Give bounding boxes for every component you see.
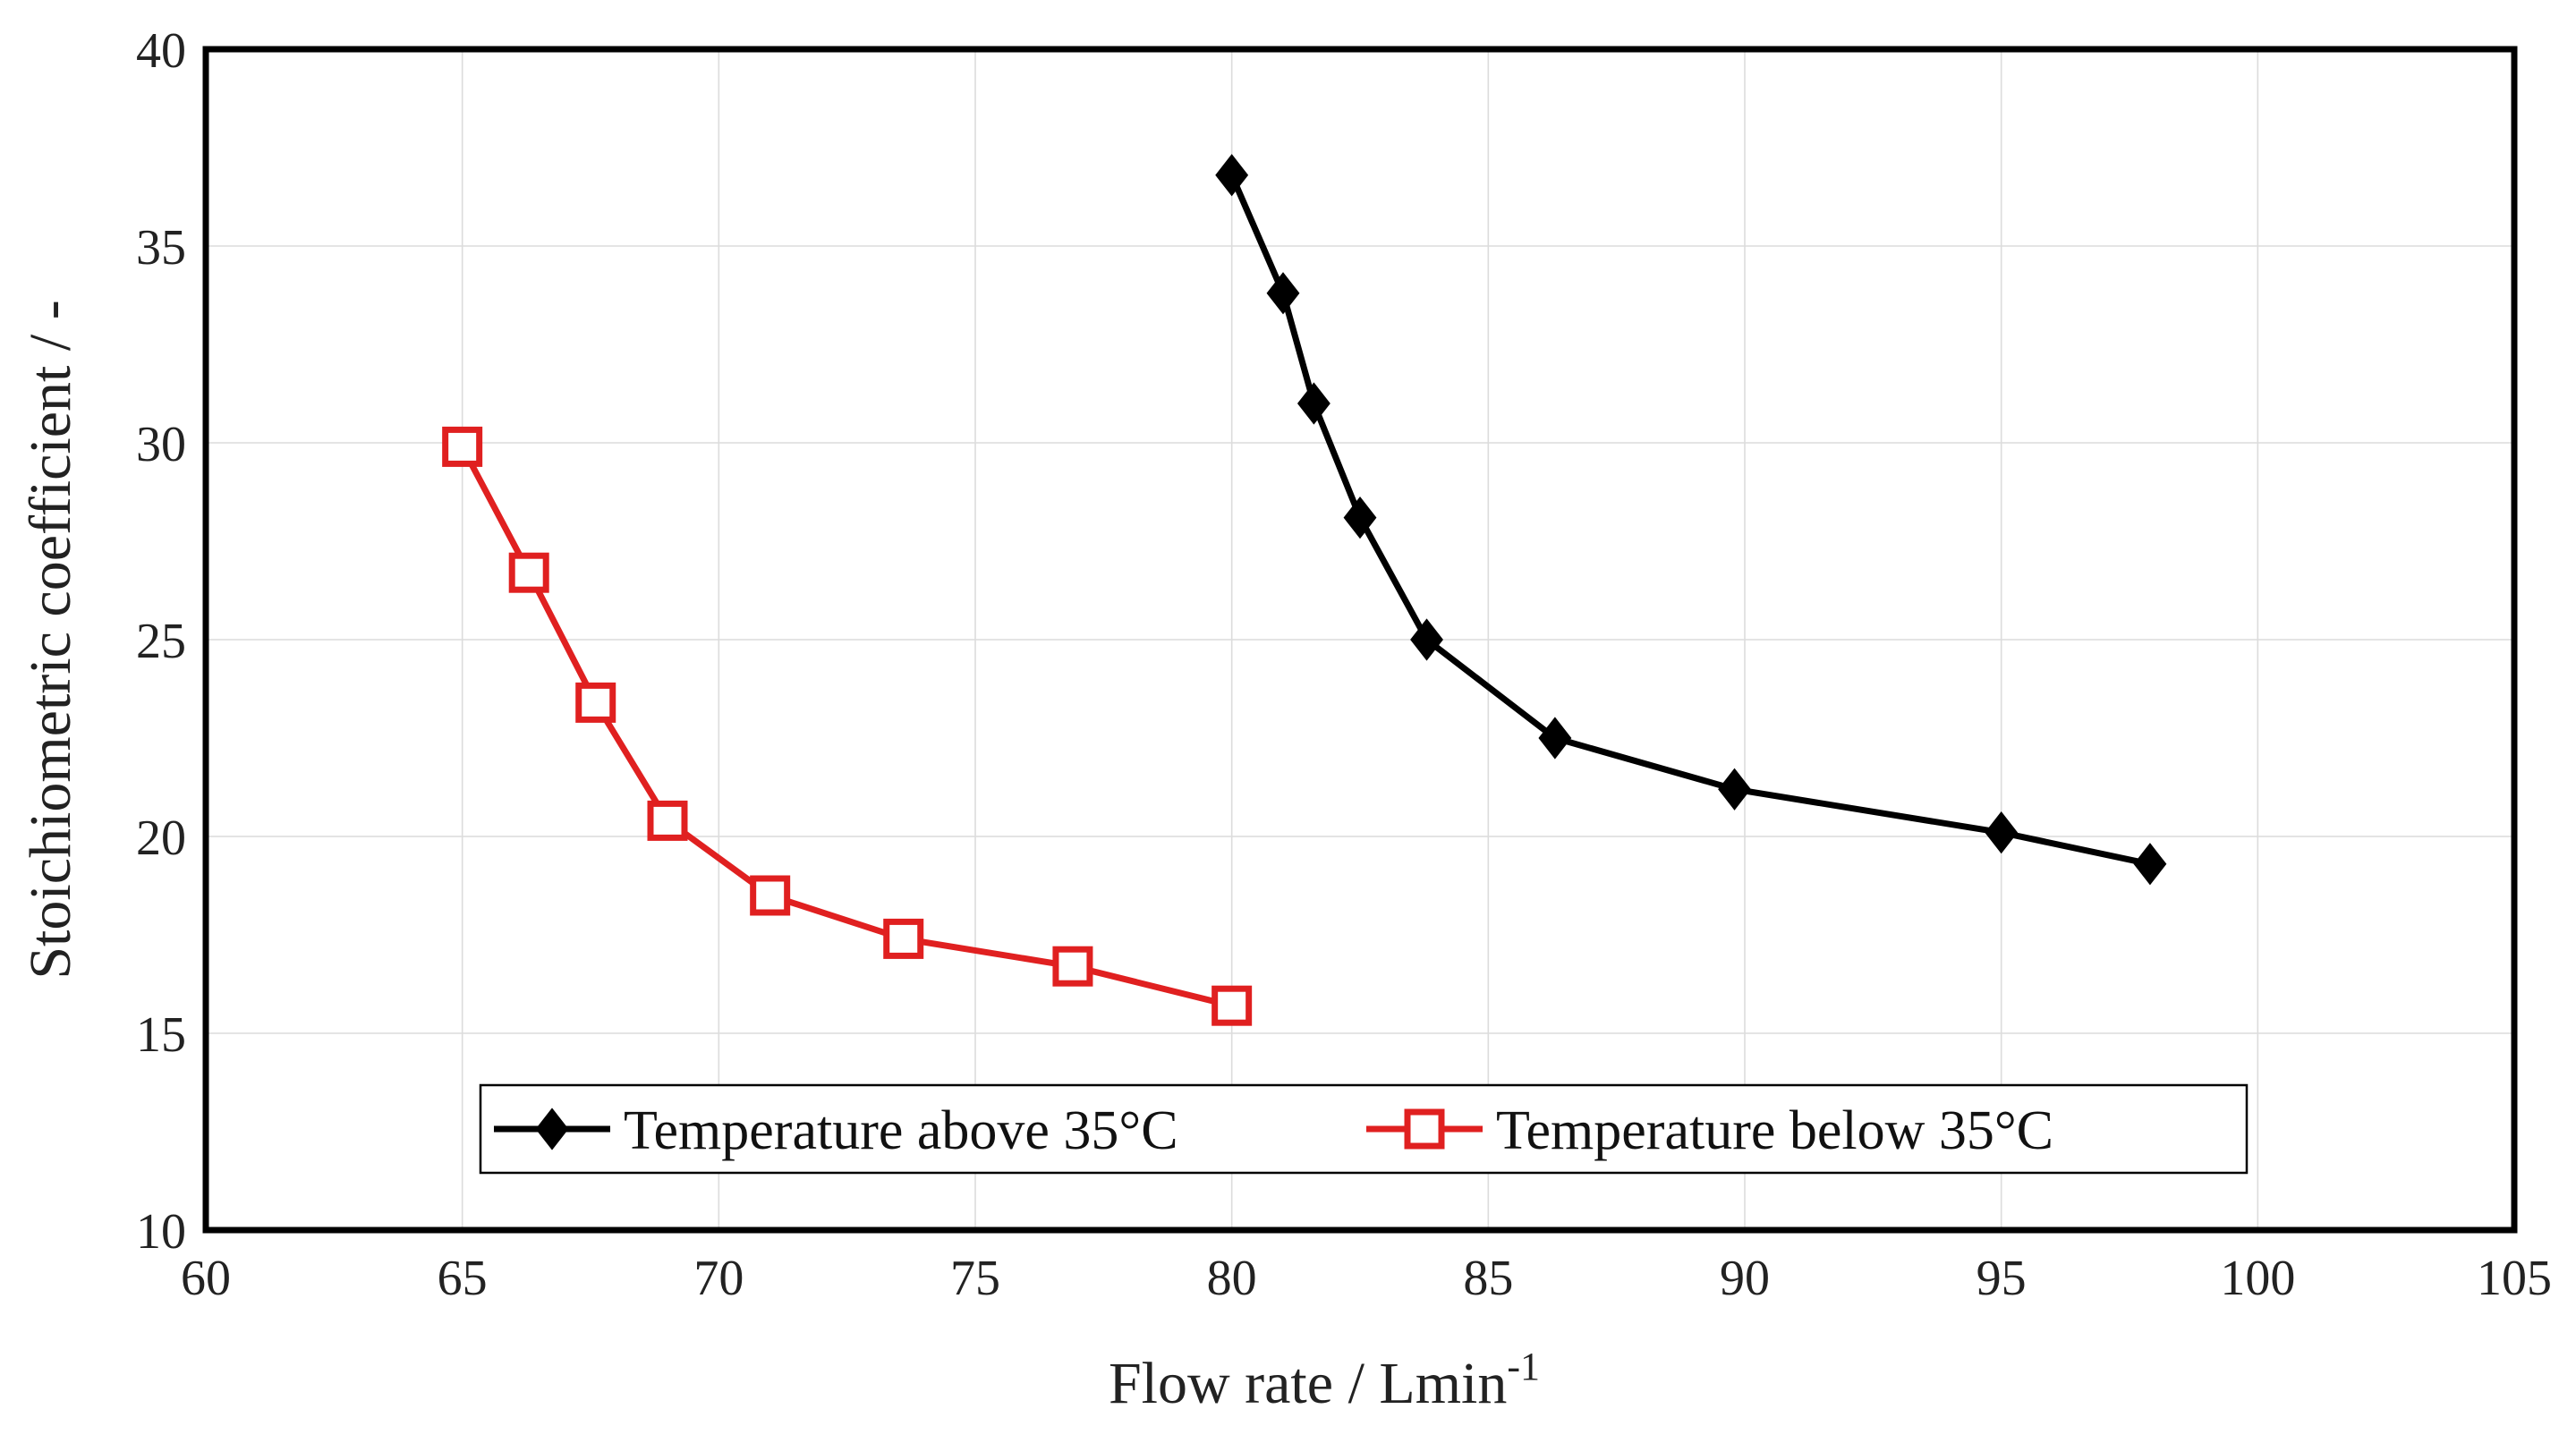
data-point-marker <box>1985 811 2019 854</box>
legend-label: Temperature below 35°C <box>1496 1100 2053 1161</box>
series-1 <box>1215 154 2167 886</box>
legend-box <box>479 1083 2249 1175</box>
data-point-marker <box>575 682 616 723</box>
y-tick-label: 40 <box>136 23 186 79</box>
x-tick-label: 105 <box>2477 1251 2552 1306</box>
data-point-marker <box>1052 946 1093 987</box>
data-point-marker <box>442 426 483 467</box>
x-tick-label: 60 <box>181 1251 231 1306</box>
plot-frame <box>202 46 2518 1234</box>
data-point-marker <box>535 1108 569 1150</box>
y-axis-title: Stoichiometric coefficient / - <box>18 300 83 979</box>
data-point-marker <box>1266 272 1300 315</box>
data-point-marker <box>750 875 791 916</box>
y-tick-label: 20 <box>136 811 186 866</box>
data-point-marker <box>883 918 924 959</box>
x-tick-label: 90 <box>1720 1251 1770 1306</box>
x-tick-label: 100 <box>2220 1251 2295 1306</box>
data-point-marker <box>1297 382 1331 425</box>
x-tick-label: 95 <box>1977 1251 2027 1306</box>
y-tick-label: 10 <box>136 1204 186 1260</box>
legend: Temperature above 35°C Temperature below … <box>479 1083 2249 1175</box>
data-point-marker <box>647 800 688 841</box>
legend-item-2: Temperature below 35°C <box>1366 1100 2053 1161</box>
x-tick-label: 65 <box>438 1251 488 1306</box>
x-axis-title: Flow rate / Lmin-1 <box>1109 1345 1540 1416</box>
y-tick-label: 30 <box>136 417 186 472</box>
x-axis-title-main: Flow rate / Lmin <box>1109 1351 1507 1416</box>
data-point-marker <box>1211 985 1253 1026</box>
y-tick-label: 25 <box>136 614 186 669</box>
data-point-marker <box>1343 496 1377 539</box>
series-2 <box>442 426 1253 1026</box>
x-tick-label: 70 <box>693 1251 744 1306</box>
x-tick-label: 85 <box>1463 1251 1513 1306</box>
data-point-marker <box>1718 768 1751 811</box>
x-axis-title-superscript: -1 <box>1507 1345 1540 1388</box>
y-tick-label: 15 <box>136 1007 186 1063</box>
data-point-marker <box>1410 618 1443 661</box>
data-point-marker <box>508 552 549 593</box>
series-layer <box>442 154 2167 1026</box>
data-point-marker <box>1404 1108 1445 1150</box>
data-point-marker <box>1538 717 1572 760</box>
x-tick-label: 80 <box>1207 1251 1257 1306</box>
y-tick-label: 35 <box>136 220 186 276</box>
data-point-marker <box>1215 154 1249 197</box>
legend-items: Temperature above 35°C Temperature below … <box>494 1100 2053 1161</box>
tick-labels: 60 65 70 75 80 85 90 95 100 105 10 15 20 25 30 35 40 <box>136 23 2552 1306</box>
series-line <box>459 445 1233 1009</box>
x-tick-label: 75 <box>950 1251 1000 1306</box>
data-point-marker <box>2133 843 2167 886</box>
legend-label: Temperature above 35°C <box>624 1100 1178 1161</box>
legend-item-1: Temperature above 35°C <box>494 1100 1178 1161</box>
